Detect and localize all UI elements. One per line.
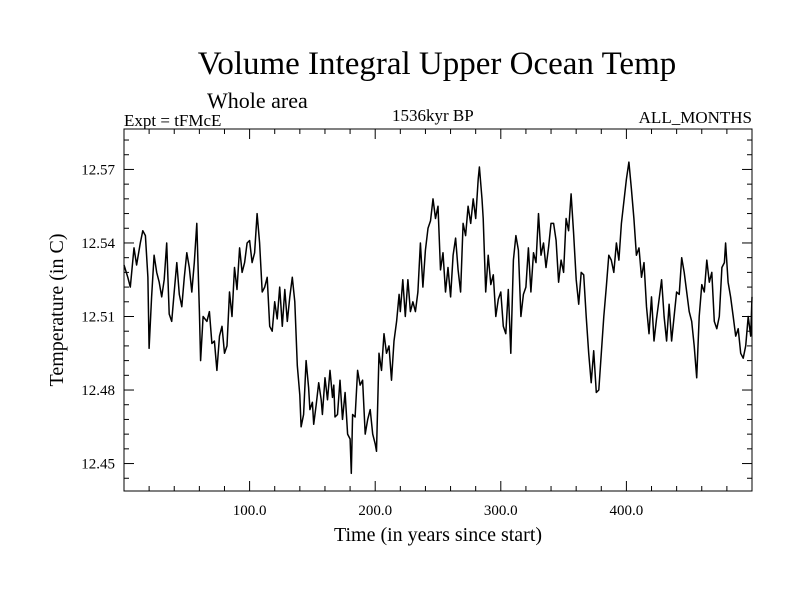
y-axis-label: Temperature (in C)	[46, 234, 68, 387]
y-tick-label: 12.45	[81, 457, 115, 473]
chart-subtitle: Whole area	[207, 88, 308, 113]
x-tick-label: 300.0	[484, 503, 518, 519]
x-axis-label: Time (in years since start)	[334, 524, 542, 546]
chart-title: Volume Integral Upper Ocean Temp	[197, 46, 677, 82]
series-line-temperature	[123, 161, 753, 475]
tick-labels: 100.0 200.0 300.0 400.0 12.45 12.48 12.51 12.54…	[81, 162, 643, 519]
y-tick-label: 12.51	[81, 309, 115, 325]
y-tick-label: 12.54	[81, 236, 115, 252]
x-tick-label: 200.0	[358, 503, 392, 519]
x-tick-label: 400.0	[610, 503, 644, 519]
x-tick-label: 100.0	[233, 503, 267, 519]
axis-ticks	[124, 129, 752, 491]
y-tick-label: 12.48	[81, 383, 115, 399]
y-tick-label: 12.57	[81, 162, 115, 178]
months-label: ALL_MONTHS	[638, 108, 752, 127]
experiment-label: Expt = tFMcE	[124, 111, 222, 130]
period-label: 1536kyr BP	[392, 106, 474, 125]
